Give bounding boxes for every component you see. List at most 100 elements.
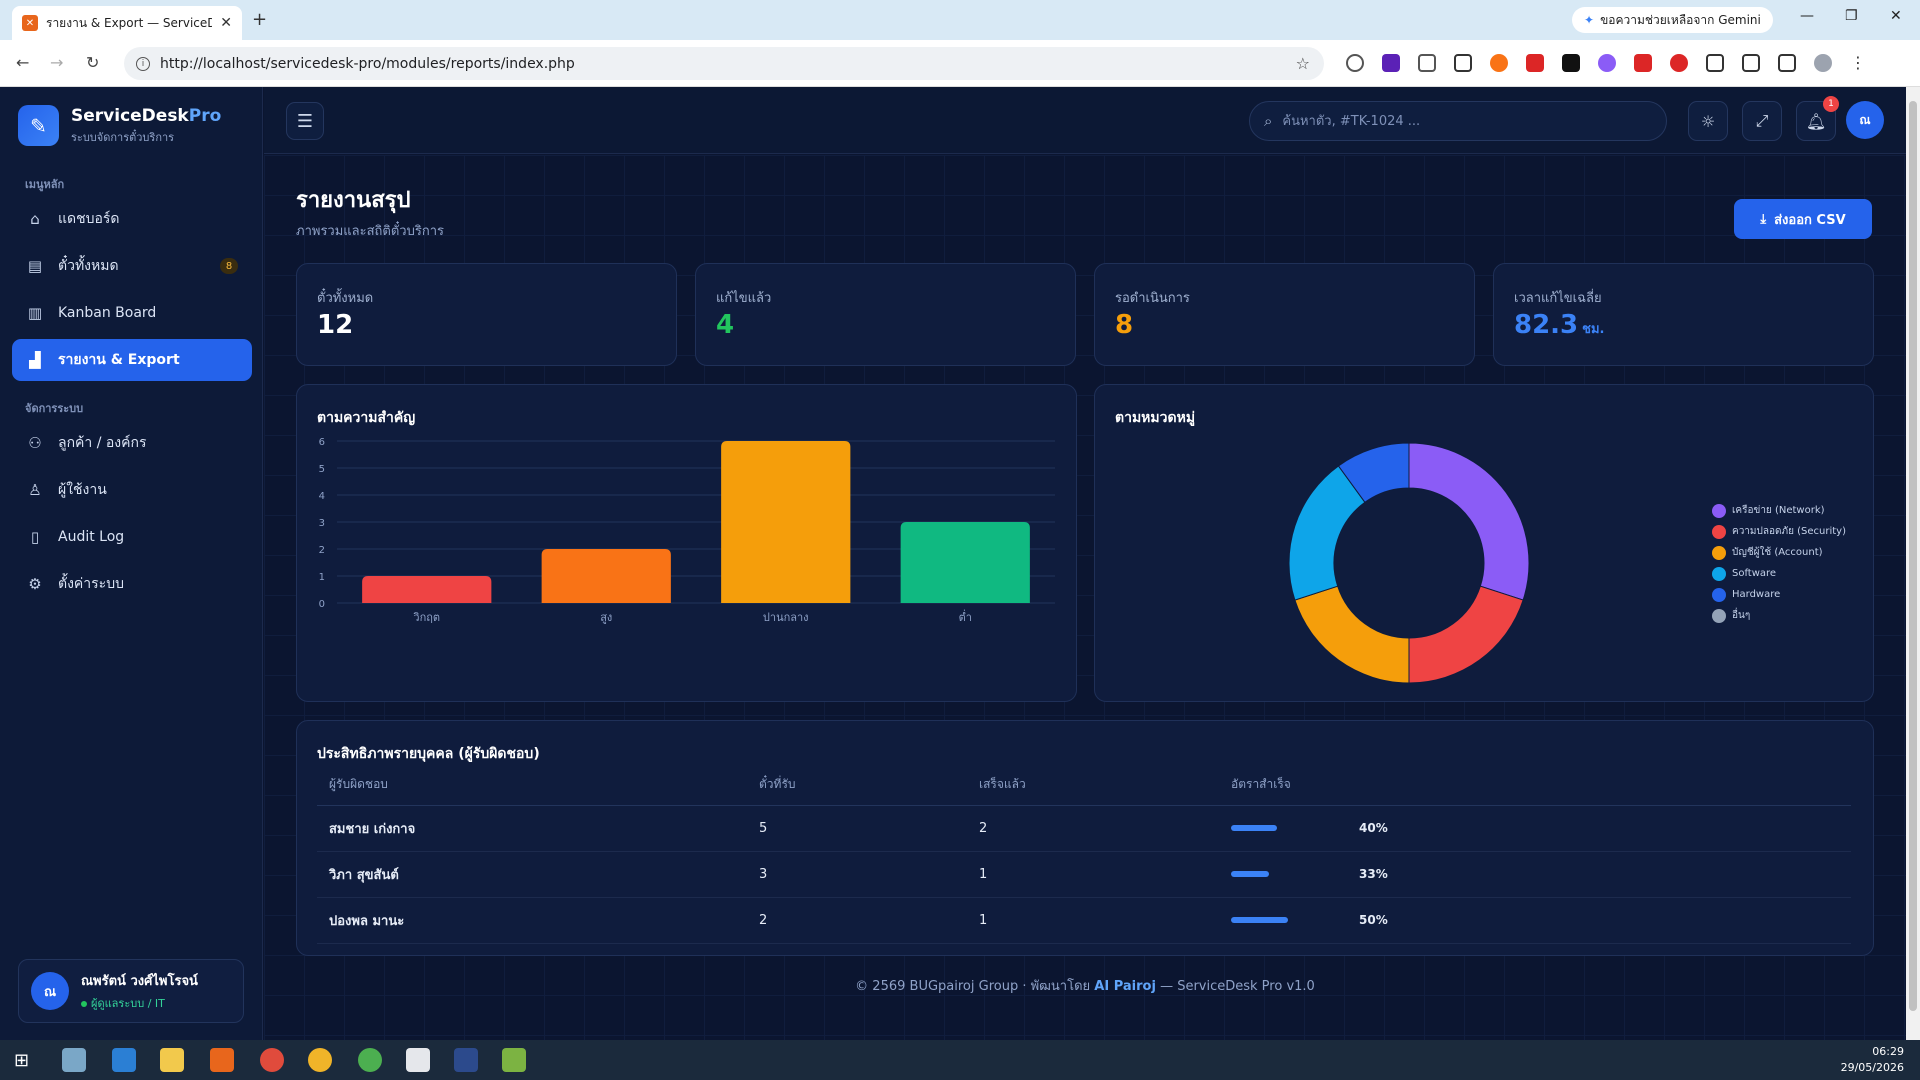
stat-value: 4 — [716, 310, 735, 340]
stat-label: เวลาแก้ไขเฉลี่ย — [1514, 291, 1602, 306]
page-title: รายงานสรุป — [296, 188, 411, 213]
url-text: http://localhost/servicedesk-pro/modules… — [160, 55, 575, 72]
legend-item[interactable]: Hardware — [1712, 584, 1846, 605]
close-icon[interactable]: ✕ — [220, 15, 232, 31]
taskbar-app-icon[interactable] — [62, 1048, 86, 1072]
y-tick-label: 3 — [319, 518, 325, 529]
search-input[interactable] — [1282, 113, 1643, 129]
browser-tab[interactable]: ✕ รายงาน & Export — ServiceDesk ✕ — [12, 6, 242, 40]
topbar: ☰ ⌕ ☼ ⤢ 🔔︎ 1 ณ — [264, 87, 1906, 154]
windows-start-icon[interactable]: ⊞ — [14, 1050, 30, 1071]
extension-icon[interactable] — [1598, 54, 1616, 72]
close-window-icon[interactable]: ✕ — [1890, 8, 1902, 24]
extension-icon[interactable] — [1418, 54, 1436, 72]
file-explorer-icon[interactable] — [160, 1048, 184, 1072]
y-tick-label: 4 — [319, 491, 325, 502]
chart-title: ตามหมวดหมู่ — [1115, 410, 1196, 426]
profile-icon[interactable] — [1814, 54, 1832, 72]
taskbar-app-icon[interactable] — [406, 1048, 430, 1072]
performance-table: ผู้รับผิดชอบ ตั๋วที่รับ เสร็จแล้ว อัตราส… — [317, 765, 1851, 944]
address-bar[interactable]: i http://localhost/servicedesk-pro/modul… — [124, 47, 1324, 80]
table-row: ปองพล มานะ 2 1 50% — [317, 897, 1851, 944]
tickets-count-badge: 8 — [220, 258, 238, 274]
extension-icon[interactable] — [1490, 54, 1508, 72]
extension-icon[interactable] — [1562, 54, 1580, 72]
extension-icon[interactable] — [1454, 54, 1472, 72]
xampp-icon: ✕ — [22, 15, 38, 31]
chrome-icon[interactable] — [260, 1048, 284, 1072]
fullscreen-button[interactable]: ⤢ — [1742, 101, 1782, 141]
menu-toggle-button[interactable]: ☰ — [286, 102, 324, 140]
vscode-icon[interactable] — [112, 1048, 136, 1072]
legend-item[interactable]: บัญชีผู้ใช้ (Account) — [1712, 542, 1846, 563]
assignee-name: ปองพล มานะ — [317, 897, 747, 944]
puzzle-icon[interactable] — [1706, 54, 1724, 72]
sidebar-item-tickets[interactable]: ▤ ตั๋วทั้งหมด 8 — [12, 245, 252, 287]
scrollbar-thumb[interactable] — [1909, 101, 1917, 1011]
bookmark-star-icon[interactable]: ☆ — [1295, 54, 1310, 73]
theme-toggle-button[interactable]: ☼ — [1688, 101, 1728, 141]
chrome-icon[interactable] — [308, 1048, 332, 1072]
gemini-button[interactable]: ✦ ขอความช่วยเหลือจาก Gemini — [1572, 7, 1773, 33]
legend-item[interactable]: ความปลอดภัย (Security) — [1712, 521, 1846, 542]
powershell-icon[interactable] — [454, 1048, 478, 1072]
success-rate: 50% — [1219, 897, 1851, 944]
new-tab-button[interactable]: + — [252, 9, 268, 30]
sidebar-item-reports[interactable]: ▟ รายงาน & Export — [12, 339, 252, 381]
legend-swatch — [1712, 503, 1726, 518]
minimize-icon[interactable]: — — [1800, 8, 1814, 24]
edit-icon: ✎ — [18, 105, 59, 146]
reload-icon[interactable]: ↻ — [86, 53, 100, 72]
extension-icon[interactable] — [1346, 54, 1364, 72]
extension-icon[interactable] — [1634, 54, 1652, 72]
chart-legend: เครือข่าย (Network) ความปลอดภัย (Security… — [1712, 500, 1846, 626]
export-csv-button[interactable]: ⤓ ส่งออก CSV — [1734, 199, 1872, 239]
sidebar-item-audit-log[interactable]: ▯ Audit Log — [12, 516, 252, 558]
legend-item[interactable]: เครือข่าย (Network) — [1712, 500, 1846, 521]
sidepanel-icon[interactable] — [1778, 54, 1796, 72]
stat-value: 82.3 ชม. — [1514, 310, 1605, 340]
user-profile-card[interactable]: ณ ณพรัตน์ วงศ์ไพโรจน์ ผู้ดูแลระบบ / IT — [18, 959, 244, 1023]
sidebar-item-users[interactable]: ♙ ผู้ใช้งาน — [12, 469, 252, 511]
forward-icon[interactable]: → — [50, 53, 64, 72]
xampp-icon[interactable] — [210, 1048, 234, 1072]
sidebar-item-kanban[interactable]: ▥ Kanban Board — [12, 292, 252, 334]
legend-item[interactable]: อื่นๆ — [1712, 605, 1846, 626]
menu-dots-icon[interactable]: ⋮ — [1850, 53, 1866, 72]
notepad-icon[interactable] — [502, 1048, 526, 1072]
brand[interactable]: ✎ ServiceDeskPro ระบบจัดการตั๋วบริการ — [18, 105, 221, 146]
site-info-icon[interactable]: i — [136, 56, 150, 71]
avatar[interactable]: ณ — [1846, 101, 1884, 139]
user-icon: ♙ — [28, 481, 42, 499]
bar — [900, 522, 1030, 603]
bell-icon: 🔔︎ — [1805, 111, 1827, 131]
extension-icon[interactable] — [1526, 54, 1544, 72]
notifications-button[interactable]: 🔔︎ 1 — [1796, 96, 1839, 141]
extension-icon[interactable] — [1670, 54, 1688, 72]
chart-title: ตามความสำคัญ — [317, 410, 416, 426]
restore-icon[interactable]: ❐ — [1845, 8, 1858, 24]
legend-label: เครือข่าย (Network) — [1732, 505, 1825, 516]
kanban-icon: ▥ — [27, 304, 43, 322]
back-icon[interactable]: ← — [16, 53, 30, 72]
performance-card: ประสิทธิภาพรายบุคคล (ผู้รับผิดชอบ) ผู้รั… — [296, 720, 1874, 956]
sidebar-item-dashboard[interactable]: ⌂ แดชบอร์ด — [12, 198, 252, 240]
chrome-icon[interactable] — [358, 1048, 382, 1072]
rate-text: 33% — [1359, 867, 1388, 881]
gemini-label: ขอความช่วยเหลือจาก Gemini — [1600, 12, 1761, 27]
extension-icon[interactable] — [1382, 54, 1400, 72]
page-scrollbar[interactable] — [1906, 87, 1920, 1040]
clock-time: 06:29 — [1872, 1045, 1904, 1058]
stat-label: แก้ไขแล้ว — [716, 291, 772, 306]
browser-tabbar: ✕ รายงาน & Export — ServiceDesk ✕ + ✦ ขอ… — [0, 0, 1920, 40]
taskbar-clock[interactable]: 06:29 29/05/2026 — [1841, 1044, 1904, 1076]
browser-toolbar: ← → ↻ i http://localhost/servicedesk-pro… — [0, 40, 1920, 87]
sidebar-item-settings[interactable]: ⚙ ตั้งค่าระบบ — [12, 563, 252, 605]
sidebar-item-customers[interactable]: ⚇ ลูกค้า / องค์กร — [12, 422, 252, 464]
search-box[interactable]: ⌕ — [1249, 101, 1667, 141]
legend-item[interactable]: Software — [1712, 563, 1846, 584]
reading-list-icon[interactable] — [1742, 54, 1760, 72]
footer-author-link[interactable]: AI Pairoj — [1094, 979, 1156, 994]
rate-text: 40% — [1359, 821, 1388, 835]
legend-label: ความปลอดภัย (Security) — [1732, 526, 1846, 537]
